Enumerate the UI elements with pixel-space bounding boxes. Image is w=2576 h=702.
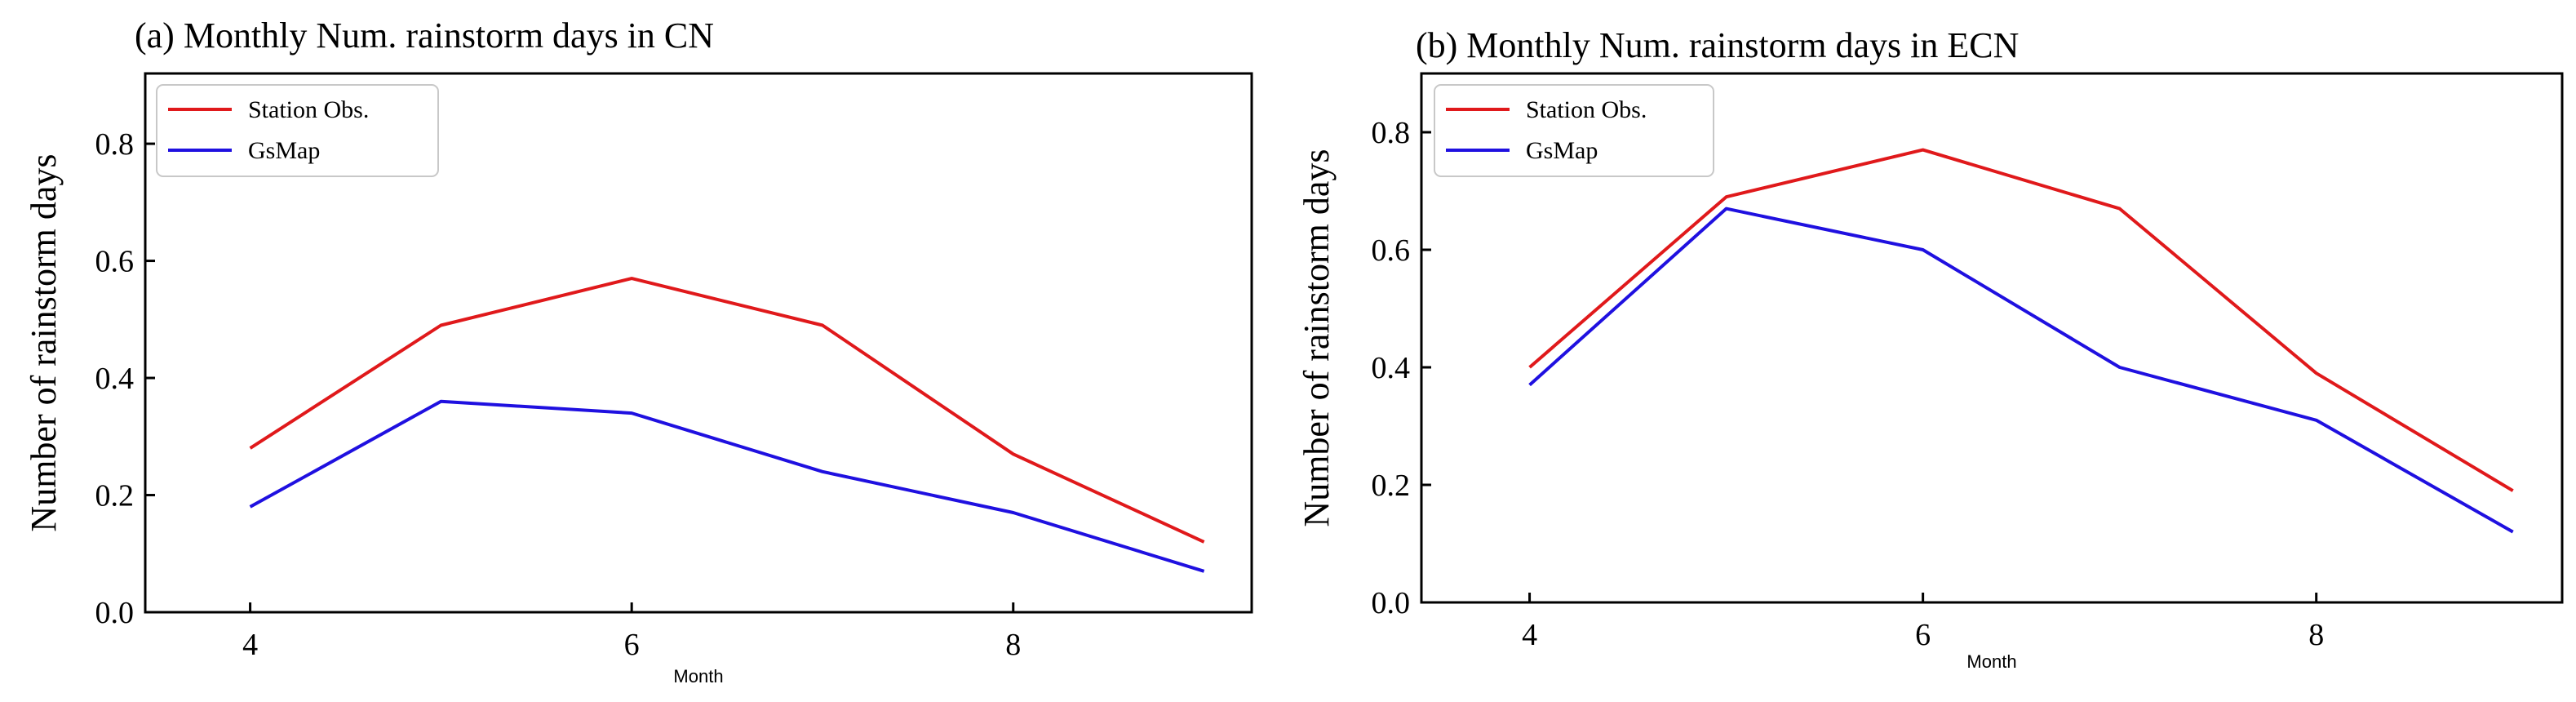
panel-a-series-line-station-obs: [249, 277, 1205, 544]
panel-a: (a) Monthly Num. rainstorm days in CN 0.0…: [24, 16, 1253, 686]
panel-a-y-tick-label: 0.4: [95, 362, 135, 396]
panel-b-x-tick-label: 8: [2308, 618, 2324, 652]
panel-a-x-tick-label: 6: [624, 628, 640, 662]
panel-b: (b) Monthly Num. rainstorm days in ECN 0.…: [1297, 25, 2564, 672]
panel-b-y-tick-label: 0.0: [1372, 586, 1411, 620]
panel-b-legend-label-station-obs: Station Obs.: [1526, 96, 1647, 123]
panel-a-x-tick-label: 8: [1005, 628, 1021, 662]
panel-a-y-tick-label: 0.0: [95, 596, 135, 630]
panel-b-plot-frame: [1420, 72, 2564, 604]
panel-a-legend-label-gsmap: GsMap: [248, 137, 320, 164]
panel-a-y-tick-label: 0.8: [95, 127, 135, 162]
panel-b-x-axis-label: Month: [1966, 651, 2016, 672]
panel-b-x-tick-label: 6: [1915, 618, 1931, 652]
panel-b-legend: Station Obs. GsMap: [1434, 84, 1714, 177]
panel-b-y-axis-label: Number of rainstorm days: [1297, 149, 1337, 526]
panel-a-series-line-gsmap: [249, 399, 1205, 573]
panel-a-y-axis-label: Number of rainstorm days: [24, 153, 64, 531]
panel-b-y-tick-label: 0.2: [1372, 469, 1411, 503]
panel-b-x-tick-label: 4: [1522, 618, 1537, 652]
panel-a-title: (a) Monthly Num. rainstorm days in CN: [135, 16, 714, 56]
panel-b-legend-label-gsmap: GsMap: [1526, 137, 1598, 164]
panel-a-x-tick-label: 4: [242, 628, 258, 662]
panel-a-plot-frame: [144, 72, 1253, 614]
panel-b-series-line-station-obs: [1528, 148, 2514, 492]
panel-a-legend-label-station-obs: Station Obs.: [248, 96, 369, 123]
panel-a-y-tick-label: 0.2: [95, 479, 135, 513]
panel-b-y-tick-label: 0.6: [1372, 233, 1411, 268]
panel-b-series-line-gsmap: [1528, 207, 2514, 534]
panel-b-title: (b) Monthly Num. rainstorm days in ECN: [1416, 25, 2019, 65]
panel-a-x-axis-label: Month: [673, 666, 723, 686]
panel-b-y-tick-label: 0.4: [1372, 351, 1411, 385]
panel-b-y-tick-label: 0.8: [1372, 116, 1411, 150]
panel-a-legend: Station Obs. GsMap: [156, 84, 439, 177]
panel-a-y-tick-label: 0.6: [95, 245, 135, 279]
